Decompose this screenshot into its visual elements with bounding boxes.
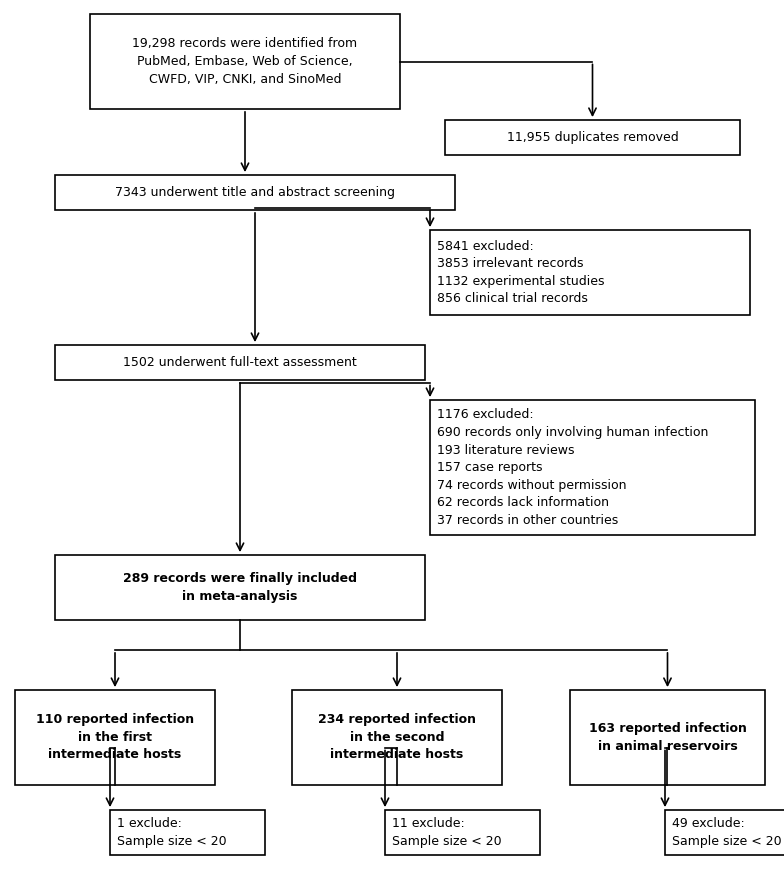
Bar [110,810,265,855]
Text: 19,298 records were identified from
PubMed, Embase, Web of Science,
CWFD, VIP, C: 19,298 records were identified from PubM… [132,38,358,86]
Bar [55,345,425,380]
Bar [665,810,784,855]
Bar [55,555,425,620]
Text: 1502 underwent full-text assessment: 1502 underwent full-text assessment [123,356,357,369]
Text: 11,955 duplicates removed: 11,955 duplicates removed [506,131,678,144]
Text: 49 exclude:
Sample size < 20: 49 exclude: Sample size < 20 [672,817,782,848]
Text: 11 exclude:
Sample size < 20: 11 exclude: Sample size < 20 [392,817,502,848]
Bar [55,175,455,210]
Text: 234 reported infection
in the second
intermediate hosts: 234 reported infection in the second int… [318,713,476,761]
Bar [445,120,740,155]
Text: 110 reported infection
in the first
intermediate hosts: 110 reported infection in the first inte… [36,713,194,761]
Text: 289 records were finally included
in meta-analysis: 289 records were finally included in met… [123,572,357,603]
Text: 7343 underwent title and abstract screening: 7343 underwent title and abstract screen… [115,186,395,199]
Text: 1176 excluded:
690 records only involving human infection
193 literature reviews: 1176 excluded: 690 records only involvin… [437,408,709,526]
Bar [430,400,755,535]
Text: 1 exclude:
Sample size < 20: 1 exclude: Sample size < 20 [117,817,227,848]
Text: 5841 excluded:
3853 irrelevant records
1132 experimental studies
856 clinical tr: 5841 excluded: 3853 irrelevant records 1… [437,240,604,305]
Bar [385,810,540,855]
Bar [90,14,400,109]
Text: 163 reported infection
in animal reservoirs: 163 reported infection in animal reservo… [589,722,746,752]
Bar [15,690,215,785]
Bar [292,690,502,785]
Bar [430,230,750,315]
Bar [570,690,765,785]
